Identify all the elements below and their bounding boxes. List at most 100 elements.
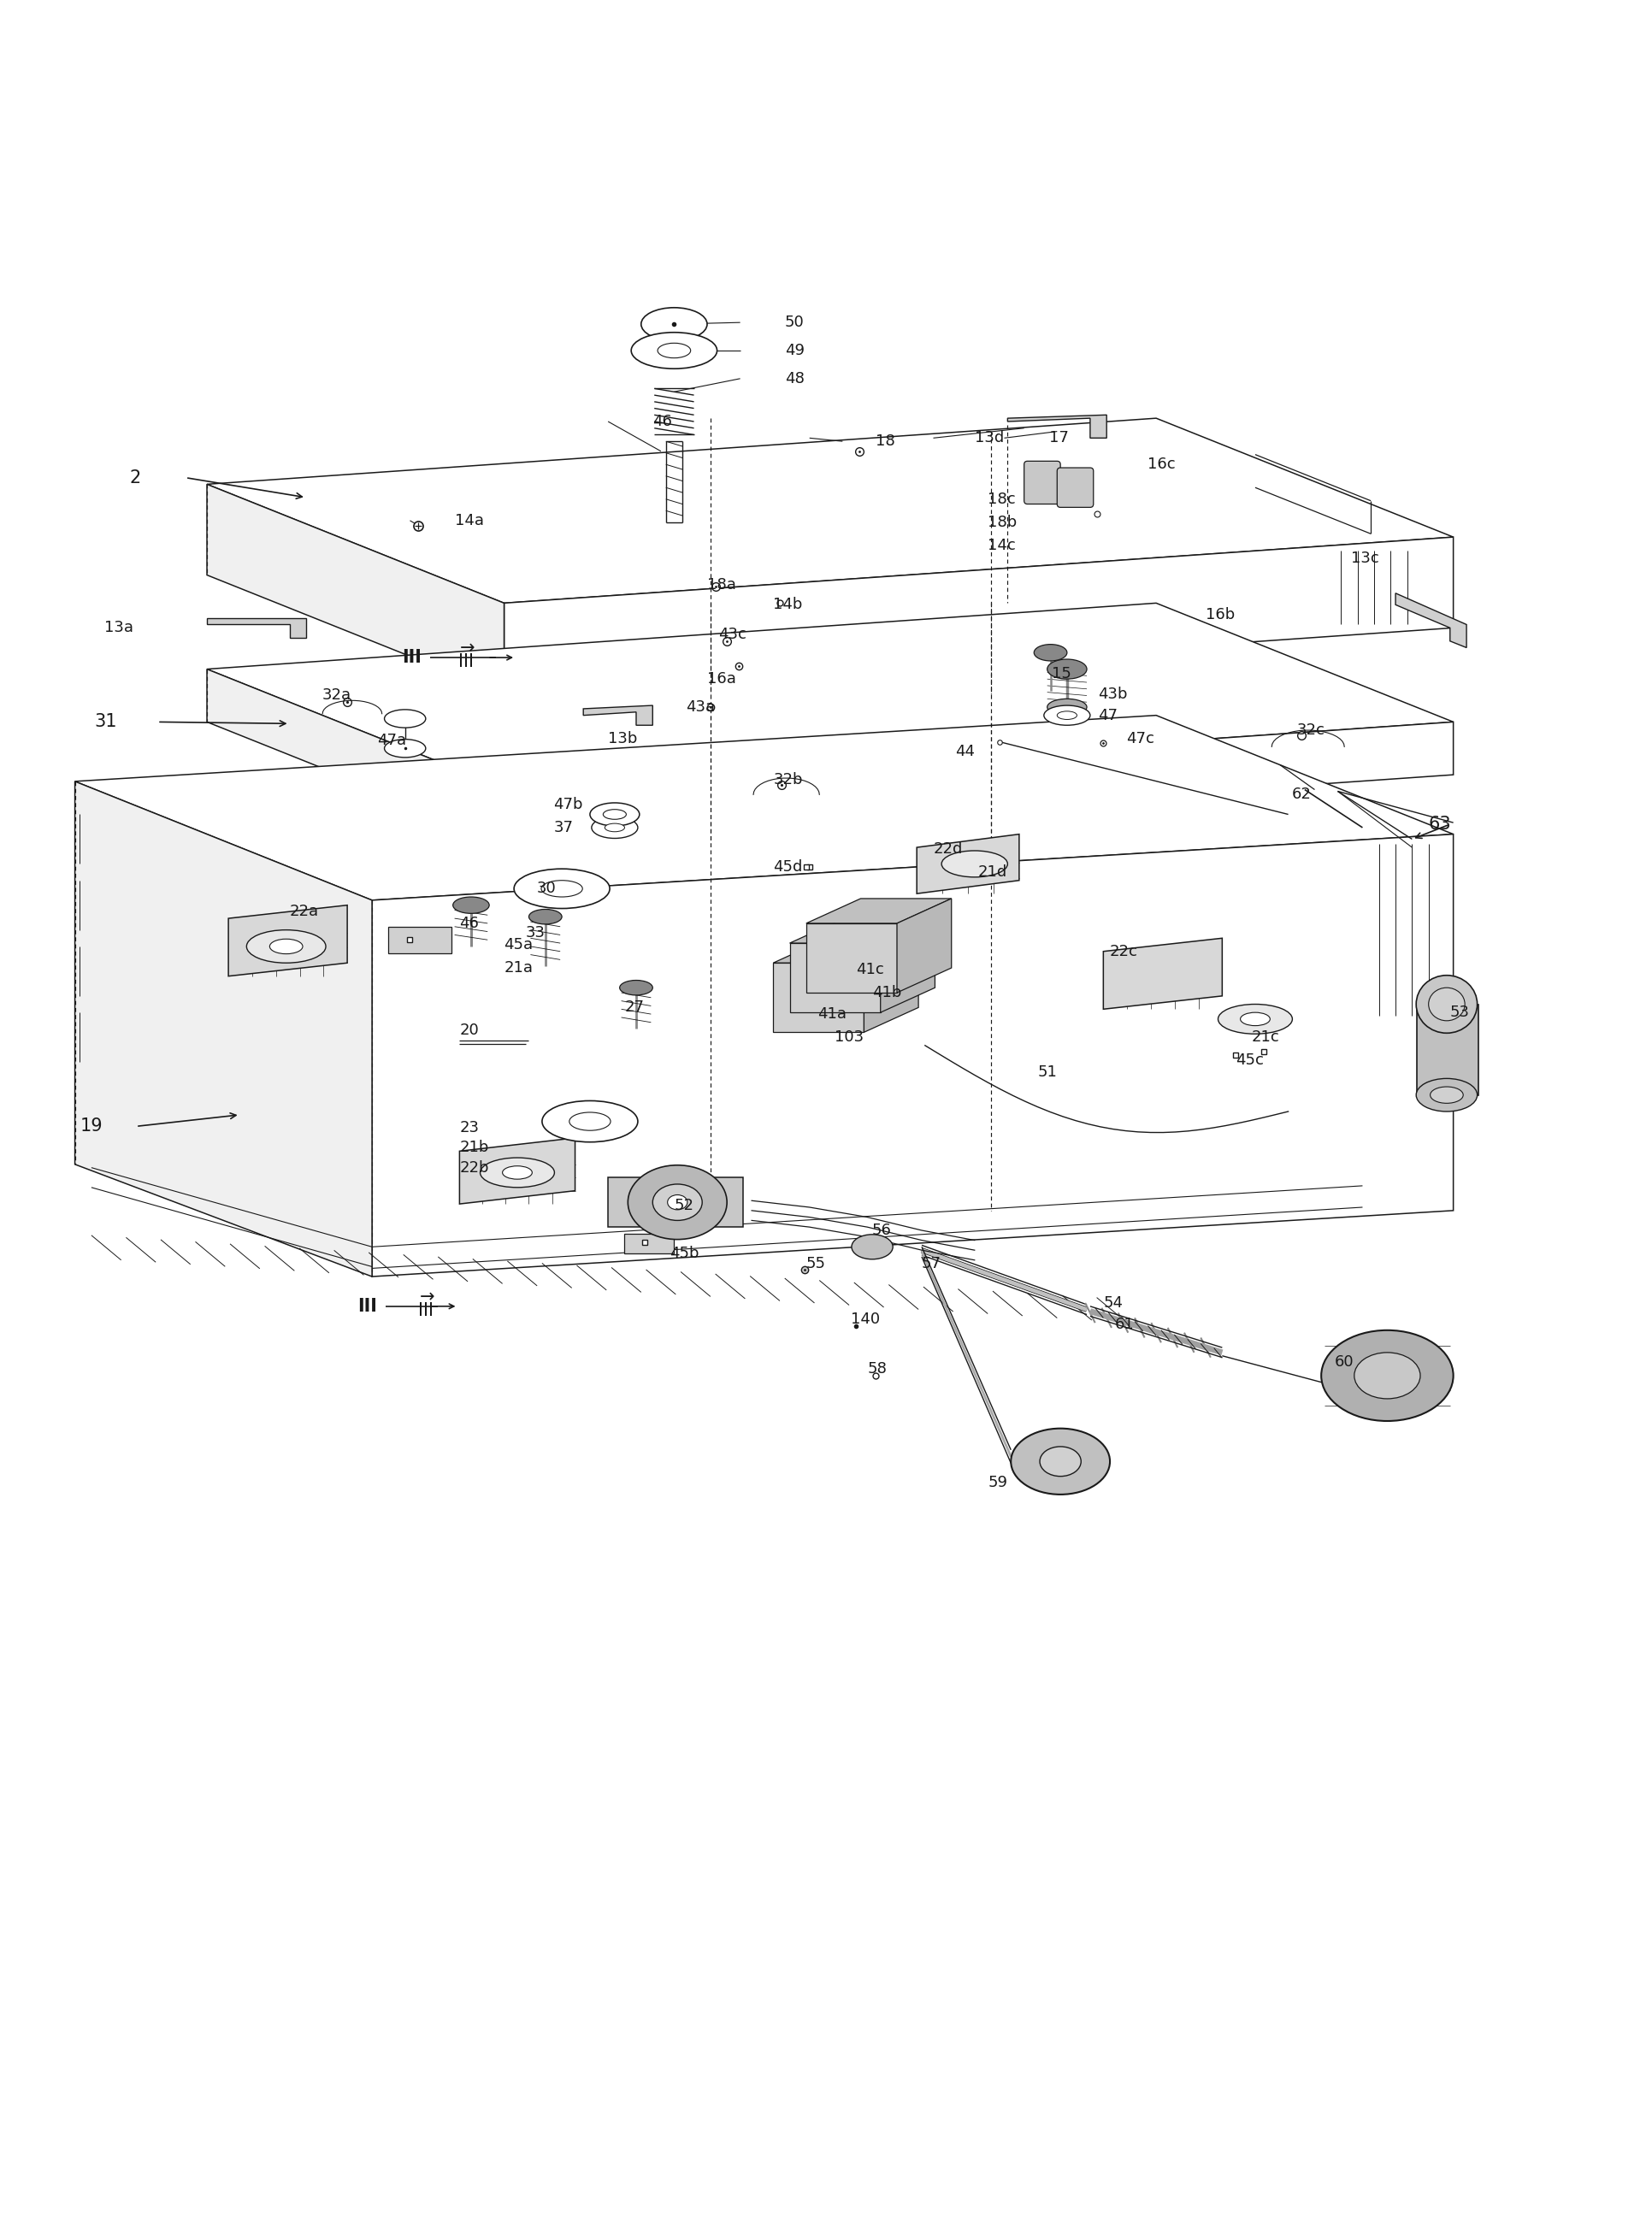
Polygon shape [790,918,935,943]
Text: 23: 23 [459,1120,479,1136]
Text: 51: 51 [1037,1065,1057,1080]
Ellipse shape [1429,987,1465,1020]
Text: 13b: 13b [608,731,638,747]
Ellipse shape [667,1194,687,1209]
Polygon shape [790,943,881,1011]
Text: 22d: 22d [933,840,963,856]
Text: 16b: 16b [1206,607,1236,622]
Text: 31: 31 [94,714,117,731]
Text: 21b: 21b [459,1140,489,1156]
Ellipse shape [590,803,639,827]
Text: 21d: 21d [978,865,1008,880]
Bar [624,1234,674,1254]
Text: 140: 140 [851,1312,881,1327]
Text: 59: 59 [988,1476,1008,1492]
Text: 50: 50 [785,316,805,331]
Ellipse shape [1047,698,1087,716]
Ellipse shape [542,1100,638,1143]
Ellipse shape [1011,1429,1110,1494]
Ellipse shape [1355,1352,1421,1398]
Polygon shape [1396,594,1467,647]
Text: 48: 48 [785,371,805,387]
Polygon shape [917,834,1019,894]
Ellipse shape [641,307,707,340]
Polygon shape [206,418,1454,602]
Text: 16a: 16a [707,671,737,687]
Text: 37: 37 [553,820,573,836]
Polygon shape [897,898,952,994]
Ellipse shape [385,709,426,727]
Text: 56: 56 [872,1223,892,1238]
Polygon shape [773,963,864,1031]
Text: 45a: 45a [504,938,534,951]
Text: 32c: 32c [1297,722,1325,738]
Polygon shape [206,602,1454,787]
Polygon shape [1417,1005,1479,1096]
Ellipse shape [657,342,691,358]
Text: 45b: 45b [669,1245,699,1260]
Text: 18c: 18c [988,491,1016,507]
Text: 47c: 47c [1127,731,1155,747]
Polygon shape [206,618,306,638]
Ellipse shape [1047,660,1087,678]
Ellipse shape [1416,1078,1477,1112]
Ellipse shape [628,1165,727,1240]
Text: 46: 46 [459,916,479,931]
Text: 49: 49 [785,342,805,358]
Text: $\overrightarrow{\text{III}}$: $\overrightarrow{\text{III}}$ [458,645,476,671]
Polygon shape [504,722,1454,840]
Polygon shape [1104,938,1222,1009]
Ellipse shape [453,896,489,914]
Text: 27: 27 [624,1000,644,1016]
Text: 14b: 14b [773,598,803,614]
Text: 43c: 43c [719,627,747,642]
Ellipse shape [1034,645,1067,660]
Ellipse shape [502,1167,532,1178]
Text: 18: 18 [876,433,895,449]
Text: III: III [357,1298,377,1314]
Text: 47b: 47b [553,796,583,811]
Text: 14c: 14c [988,538,1016,554]
Text: 62: 62 [1292,787,1312,803]
Text: 21a: 21a [504,960,534,976]
Text: 63: 63 [1429,816,1452,834]
Ellipse shape [851,1234,892,1258]
Polygon shape [773,938,919,963]
Text: 22a: 22a [289,905,319,920]
Ellipse shape [1322,1329,1454,1420]
Ellipse shape [542,880,583,896]
Polygon shape [806,923,897,994]
Ellipse shape [1218,1005,1292,1034]
Text: 16c: 16c [1148,456,1176,471]
Text: 33: 33 [525,925,545,940]
Text: 41c: 41c [856,963,884,978]
Text: 17: 17 [1049,431,1069,447]
Ellipse shape [1431,1087,1464,1103]
Text: 46: 46 [653,413,672,429]
Text: 45d: 45d [773,860,803,876]
Ellipse shape [385,740,426,758]
Bar [388,927,451,954]
Polygon shape [206,669,504,840]
Text: 43b: 43b [1099,687,1128,702]
Text: 13a: 13a [104,620,134,636]
Text: III: III [401,649,421,667]
Ellipse shape [246,929,325,963]
Text: 13d: 13d [975,431,1004,447]
Polygon shape [608,1178,743,1227]
Text: $\overrightarrow{\text{III}}$: $\overrightarrow{\text{III}}$ [418,1294,436,1320]
Text: 21c: 21c [1252,1029,1280,1045]
Text: 18a: 18a [707,578,737,594]
Ellipse shape [653,1185,702,1220]
Text: 58: 58 [867,1360,887,1376]
Polygon shape [881,918,935,1011]
Text: 44: 44 [955,745,975,760]
Ellipse shape [605,823,624,831]
Text: 43a: 43a [686,700,715,716]
Ellipse shape [269,938,302,954]
FancyBboxPatch shape [1024,460,1061,505]
Ellipse shape [942,851,1008,878]
Text: 15: 15 [1052,667,1072,682]
Polygon shape [372,834,1454,1276]
Text: 47a: 47a [377,731,406,747]
